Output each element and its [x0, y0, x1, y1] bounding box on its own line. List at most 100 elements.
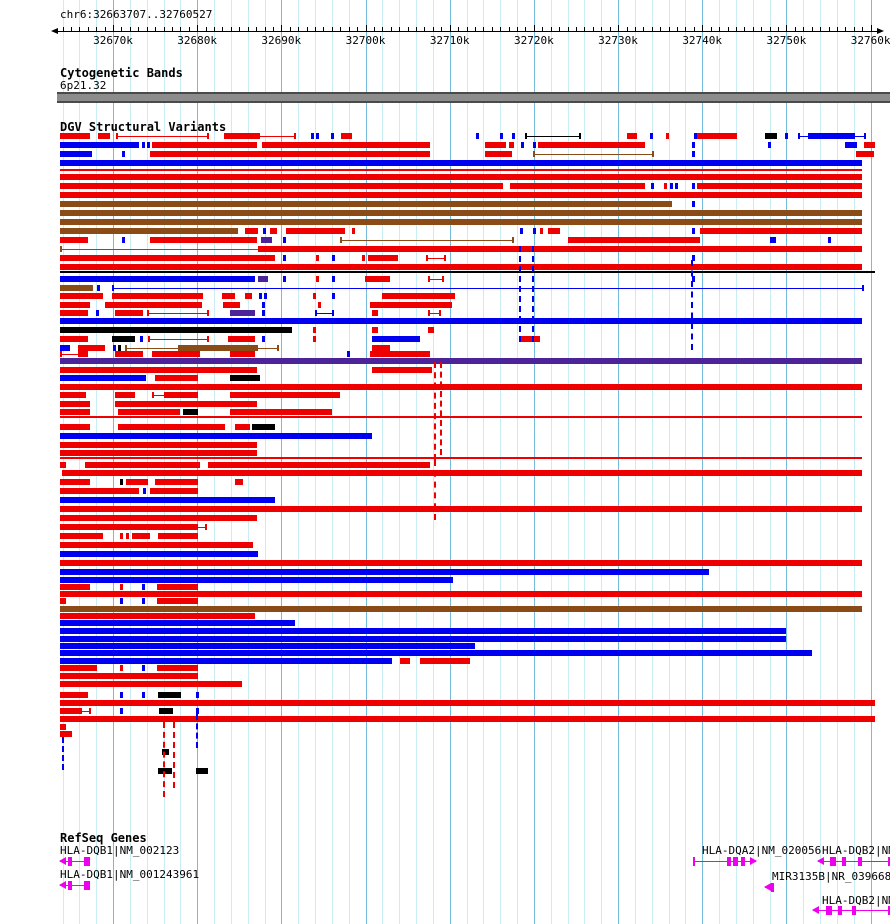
- variant-segment[interactable]: [697, 183, 862, 189]
- variant-segment[interactable]: [132, 533, 150, 539]
- variant-segment[interactable]: [60, 142, 139, 148]
- variant-segment[interactable]: [208, 462, 430, 468]
- variant-breakpoint-dash[interactable]: [434, 362, 436, 460]
- variant-segment[interactable]: [60, 488, 139, 494]
- variant-segment[interactable]: [60, 716, 875, 722]
- gene-glyph[interactable]: [59, 857, 90, 866]
- variant-segment[interactable]: [864, 142, 875, 148]
- variant-segment[interactable]: [147, 142, 150, 148]
- variant-segment[interactable]: [675, 183, 678, 189]
- variant-segment[interactable]: [60, 442, 257, 448]
- variant-segment[interactable]: [115, 310, 143, 316]
- variant-segment[interactable]: [286, 228, 345, 234]
- variant-segment[interactable]: [78, 345, 105, 351]
- variant-segment[interactable]: [60, 497, 275, 503]
- variant-segment[interactable]: [60, 551, 258, 557]
- variant-segment[interactable]: [60, 358, 862, 364]
- variant-whisker[interactable]: [80, 708, 91, 714]
- gene-label[interactable]: HLA-DQB2|NM_0: [822, 844, 890, 857]
- variant-segment[interactable]: [332, 255, 335, 261]
- variant-segment[interactable]: [60, 367, 257, 373]
- variant-segment[interactable]: [60, 665, 97, 671]
- variant-segment[interactable]: [97, 285, 100, 291]
- variant-segment[interactable]: [228, 336, 255, 342]
- variant-segment[interactable]: [230, 392, 340, 398]
- variant-segment[interactable]: [262, 302, 265, 308]
- variant-breakpoint-dash[interactable]: [196, 714, 198, 748]
- variant-segment[interactable]: [60, 506, 862, 512]
- variant-segment[interactable]: [60, 533, 103, 539]
- variant-segment[interactable]: [263, 228, 266, 234]
- variant-segment[interactable]: [60, 336, 88, 342]
- variant-segment[interactable]: [178, 345, 258, 351]
- variant-segment[interactable]: [428, 327, 434, 333]
- variant-segment[interactable]: [313, 293, 316, 299]
- variant-segment[interactable]: [120, 708, 123, 714]
- variant-whisker[interactable]: [426, 255, 446, 261]
- variant-segment[interactable]: [352, 228, 355, 234]
- variant-segment[interactable]: [155, 479, 198, 485]
- variant-whisker[interactable]: [258, 133, 296, 139]
- variant-segment[interactable]: [245, 293, 252, 299]
- variant-segment[interactable]: [60, 401, 90, 407]
- variant-segment[interactable]: [60, 255, 275, 261]
- variant-segment[interactable]: [60, 237, 88, 243]
- variant-whisker[interactable]: [148, 336, 209, 342]
- variant-segment[interactable]: [142, 665, 145, 671]
- variant-segment[interactable]: [372, 327, 378, 333]
- variant-whisker[interactable]: [525, 133, 581, 139]
- variant-segment[interactable]: [60, 192, 862, 198]
- variant-segment[interactable]: [235, 424, 250, 430]
- variant-segment[interactable]: [155, 375, 198, 381]
- variant-segment[interactable]: [235, 479, 243, 485]
- variant-whisker[interactable]: [428, 276, 444, 282]
- variant-whisker[interactable]: [533, 151, 654, 157]
- variant-segment[interactable]: [112, 293, 203, 299]
- variant-segment[interactable]: [120, 584, 123, 590]
- variant-segment[interactable]: [122, 151, 125, 157]
- variant-segment[interactable]: [224, 133, 258, 139]
- variant-segment[interactable]: [420, 658, 470, 664]
- variant-segment[interactable]: [230, 351, 255, 357]
- variant-segment[interactable]: [60, 327, 292, 333]
- variant-segment[interactable]: [341, 133, 352, 139]
- variant-segment[interactable]: [60, 681, 242, 687]
- variant-segment[interactable]: [126, 533, 129, 539]
- variant-whisker[interactable]: [315, 310, 334, 316]
- variant-segment[interactable]: [372, 310, 378, 316]
- variant-segment[interactable]: [568, 237, 700, 243]
- variant-segment[interactable]: [60, 264, 862, 270]
- variant-segment[interactable]: [60, 183, 503, 189]
- variant-segment[interactable]: [60, 219, 862, 225]
- variant-whisker[interactable]: [60, 246, 262, 252]
- variant-segment[interactable]: [223, 302, 240, 308]
- variant-segment[interactable]: [60, 433, 372, 439]
- variant-segment[interactable]: [382, 293, 455, 299]
- variant-segment[interactable]: [162, 749, 169, 755]
- variant-segment[interactable]: [60, 636, 786, 642]
- variant-segment[interactable]: [105, 302, 202, 308]
- variant-segment[interactable]: [692, 255, 695, 261]
- gene-label[interactable]: HLA-DQB1|NM_001243961: [60, 868, 200, 881]
- variant-segment[interactable]: [627, 133, 637, 139]
- variant-segment[interactable]: [142, 584, 145, 590]
- variant-whisker[interactable]: [340, 237, 514, 243]
- variant-segment[interactable]: [372, 336, 420, 342]
- variant-segment[interactable]: [262, 336, 265, 342]
- variant-segment[interactable]: [347, 351, 350, 357]
- variant-segment[interactable]: [159, 708, 173, 714]
- variant-segment[interactable]: [700, 228, 862, 234]
- gene-label[interactable]: HLA-DQB1|NM_002123: [60, 844, 180, 857]
- gene-label[interactable]: MIR3135B|NR_039668: [772, 870, 890, 883]
- variant-segment[interactable]: [60, 673, 198, 679]
- variant-segment[interactable]: [283, 276, 286, 282]
- variant-segment[interactable]: [60, 409, 90, 415]
- variant-whisker[interactable]: [116, 133, 209, 139]
- variant-segment[interactable]: [651, 183, 654, 189]
- variant-segment[interactable]: [372, 367, 432, 373]
- variant-segment[interactable]: [252, 424, 275, 430]
- variant-segment[interactable]: [115, 351, 143, 357]
- variant-segment[interactable]: [60, 658, 392, 664]
- variant-segment[interactable]: [120, 598, 123, 604]
- variant-segment[interactable]: [533, 142, 536, 148]
